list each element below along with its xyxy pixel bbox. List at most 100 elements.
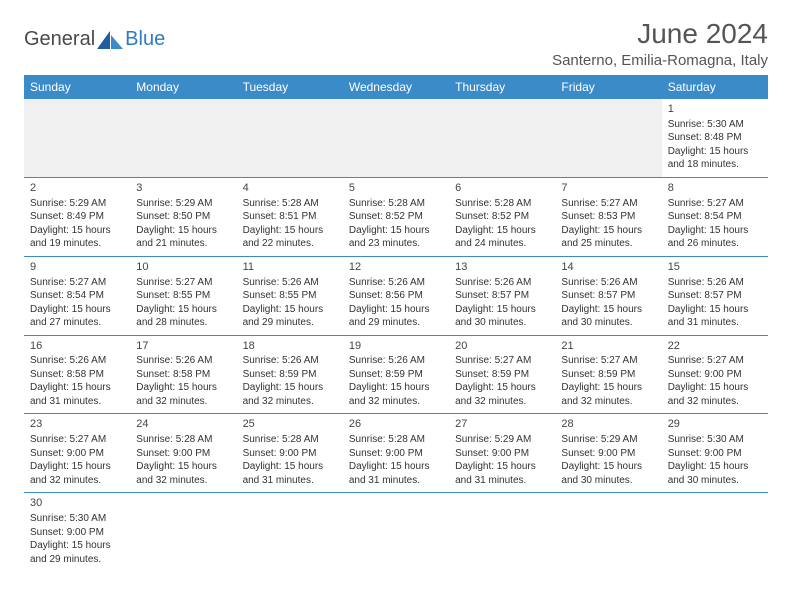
calendar-day-cell: 6Sunrise: 5:28 AMSunset: 8:52 PMDaylight…	[449, 177, 555, 256]
sunset-text: Sunset: 8:53 PM	[561, 210, 655, 224]
day-number: 30	[30, 496, 124, 511]
sunrise-text: Sunrise: 5:27 AM	[668, 197, 762, 211]
daylight-text: Daylight: 15 hours	[243, 381, 337, 395]
sunrise-text: Sunrise: 5:30 AM	[30, 512, 124, 526]
calendar-day-cell: 5Sunrise: 5:28 AMSunset: 8:52 PMDaylight…	[343, 177, 449, 256]
sunrise-text: Sunrise: 5:26 AM	[668, 276, 762, 290]
daylight-text: Daylight: 15 hours	[30, 539, 124, 553]
calendar-empty-cell	[237, 99, 343, 177]
daylight-text: Daylight: 15 hours	[561, 303, 655, 317]
sunrise-text: Sunrise: 5:28 AM	[349, 197, 443, 211]
daylight-text: and 31 minutes.	[668, 316, 762, 330]
weekday-header: Wednesday	[343, 75, 449, 99]
day-number: 15	[668, 260, 762, 275]
sunrise-text: Sunrise: 5:29 AM	[136, 197, 230, 211]
weekday-header-row: SundayMondayTuesdayWednesdayThursdayFrid…	[24, 75, 768, 99]
daylight-text: and 32 minutes.	[136, 474, 230, 488]
daylight-text: Daylight: 15 hours	[136, 303, 230, 317]
sunset-text: Sunset: 8:50 PM	[136, 210, 230, 224]
daylight-text: Daylight: 15 hours	[136, 460, 230, 474]
daylight-text: Daylight: 15 hours	[136, 224, 230, 238]
calendar-day-cell: 24Sunrise: 5:28 AMSunset: 9:00 PMDayligh…	[130, 414, 236, 493]
day-number: 16	[30, 339, 124, 354]
daylight-text: and 29 minutes.	[30, 553, 124, 567]
calendar-day-cell: 25Sunrise: 5:28 AMSunset: 9:00 PMDayligh…	[237, 414, 343, 493]
calendar-empty-cell	[343, 493, 449, 571]
sunset-text: Sunset: 9:00 PM	[243, 447, 337, 461]
calendar-day-cell: 9Sunrise: 5:27 AMSunset: 8:54 PMDaylight…	[24, 256, 130, 335]
daylight-text: and 30 minutes.	[561, 316, 655, 330]
weekday-header: Sunday	[24, 75, 130, 99]
sunset-text: Sunset: 9:00 PM	[668, 447, 762, 461]
calendar-week-row: 1Sunrise: 5:30 AMSunset: 8:48 PMDaylight…	[24, 99, 768, 177]
sunset-text: Sunset: 9:00 PM	[30, 526, 124, 540]
brand-part1: General	[24, 28, 95, 51]
day-number: 28	[561, 417, 655, 432]
calendar-table: SundayMondayTuesdayWednesdayThursdayFrid…	[24, 75, 768, 571]
day-number: 1	[668, 102, 762, 117]
calendar-day-cell: 13Sunrise: 5:26 AMSunset: 8:57 PMDayligh…	[449, 256, 555, 335]
day-number: 13	[455, 260, 549, 275]
sunrise-text: Sunrise: 5:26 AM	[455, 276, 549, 290]
brand-logo: General Blue	[24, 18, 165, 51]
daylight-text: and 30 minutes.	[561, 474, 655, 488]
daylight-text: and 23 minutes.	[349, 237, 443, 251]
sunrise-text: Sunrise: 5:29 AM	[561, 433, 655, 447]
daylight-text: and 18 minutes.	[668, 158, 762, 172]
daylight-text: Daylight: 15 hours	[349, 303, 443, 317]
day-number: 5	[349, 181, 443, 196]
sunrise-text: Sunrise: 5:29 AM	[455, 433, 549, 447]
sunset-text: Sunset: 9:00 PM	[561, 447, 655, 461]
calendar-day-cell: 16Sunrise: 5:26 AMSunset: 8:58 PMDayligh…	[24, 335, 130, 414]
daylight-text: Daylight: 15 hours	[243, 303, 337, 317]
sunrise-text: Sunrise: 5:27 AM	[136, 276, 230, 290]
sunrise-text: Sunrise: 5:27 AM	[455, 354, 549, 368]
sunrise-text: Sunrise: 5:28 AM	[349, 433, 443, 447]
calendar-week-row: 23Sunrise: 5:27 AMSunset: 9:00 PMDayligh…	[24, 414, 768, 493]
calendar-body: 1 Sunrise: 5:30 AM Sunset: 8:48 PM Daylight…	[24, 99, 768, 571]
daylight-text: Daylight: 15 hours	[349, 460, 443, 474]
daylight-text: and 22 minutes.	[243, 237, 337, 251]
sunset-text: Sunset: 8:59 PM	[561, 368, 655, 382]
sunset-text: Sunset: 9:00 PM	[668, 368, 762, 382]
sunset-text: Sunset: 9:00 PM	[30, 447, 124, 461]
sunrise-text: Sunrise: 5:29 AM	[30, 197, 124, 211]
calendar-day-cell: 4Sunrise: 5:28 AMSunset: 8:51 PMDaylight…	[237, 177, 343, 256]
daylight-text: Daylight: 15 hours	[668, 303, 762, 317]
sunrise-text: Sunrise: 5:27 AM	[561, 354, 655, 368]
sunrise-text: Sunrise: 5:27 AM	[30, 276, 124, 290]
daylight-text: Daylight: 15 hours	[30, 460, 124, 474]
sunset-text: Sunset: 8:54 PM	[668, 210, 762, 224]
sunset-text: Sunset: 8:54 PM	[30, 289, 124, 303]
title-block: June 2024 Santerno, Emilia-Romagna, Ital…	[552, 18, 768, 69]
daylight-text: Daylight: 15 hours	[668, 224, 762, 238]
sunrise-text: Sunrise: 5:26 AM	[349, 354, 443, 368]
calendar-day-cell: 3Sunrise: 5:29 AMSunset: 8:50 PMDaylight…	[130, 177, 236, 256]
daylight-text: Daylight: 15 hours	[455, 224, 549, 238]
day-number: 9	[30, 260, 124, 275]
sunset-text: Sunset: 8:59 PM	[243, 368, 337, 382]
day-number: 27	[455, 417, 549, 432]
sunset-text: Sunset: 8:56 PM	[349, 289, 443, 303]
daylight-text: and 32 minutes.	[561, 395, 655, 409]
sunset-text: Sunset: 8:59 PM	[349, 368, 443, 382]
day-number: 19	[349, 339, 443, 354]
day-number: 23	[30, 417, 124, 432]
calendar-day-cell: 10Sunrise: 5:27 AMSunset: 8:55 PMDayligh…	[130, 256, 236, 335]
daylight-text: Daylight: 15 hours	[30, 381, 124, 395]
sunset-text: Sunset: 8:55 PM	[136, 289, 230, 303]
daylight-text: Daylight: 15 hours	[243, 460, 337, 474]
calendar-week-row: 30Sunrise: 5:30 AMSunset: 9:00 PMDayligh…	[24, 493, 768, 571]
sunrise-text: Sunrise: 5:28 AM	[243, 197, 337, 211]
daylight-text: Daylight: 15 hours	[30, 303, 124, 317]
day-number: 18	[243, 339, 337, 354]
calendar-day-cell: 12Sunrise: 5:26 AMSunset: 8:56 PMDayligh…	[343, 256, 449, 335]
sunset-text: Sunset: 8:48 PM	[668, 131, 762, 145]
calendar-week-row: 2Sunrise: 5:29 AMSunset: 8:49 PMDaylight…	[24, 177, 768, 256]
day-number: 24	[136, 417, 230, 432]
daylight-text: and 31 minutes.	[455, 474, 549, 488]
calendar-day-cell: 22Sunrise: 5:27 AMSunset: 9:00 PMDayligh…	[662, 335, 768, 414]
day-number: 8	[668, 181, 762, 196]
daylight-text: Daylight: 15 hours	[349, 224, 443, 238]
daylight-text: and 32 minutes.	[349, 395, 443, 409]
